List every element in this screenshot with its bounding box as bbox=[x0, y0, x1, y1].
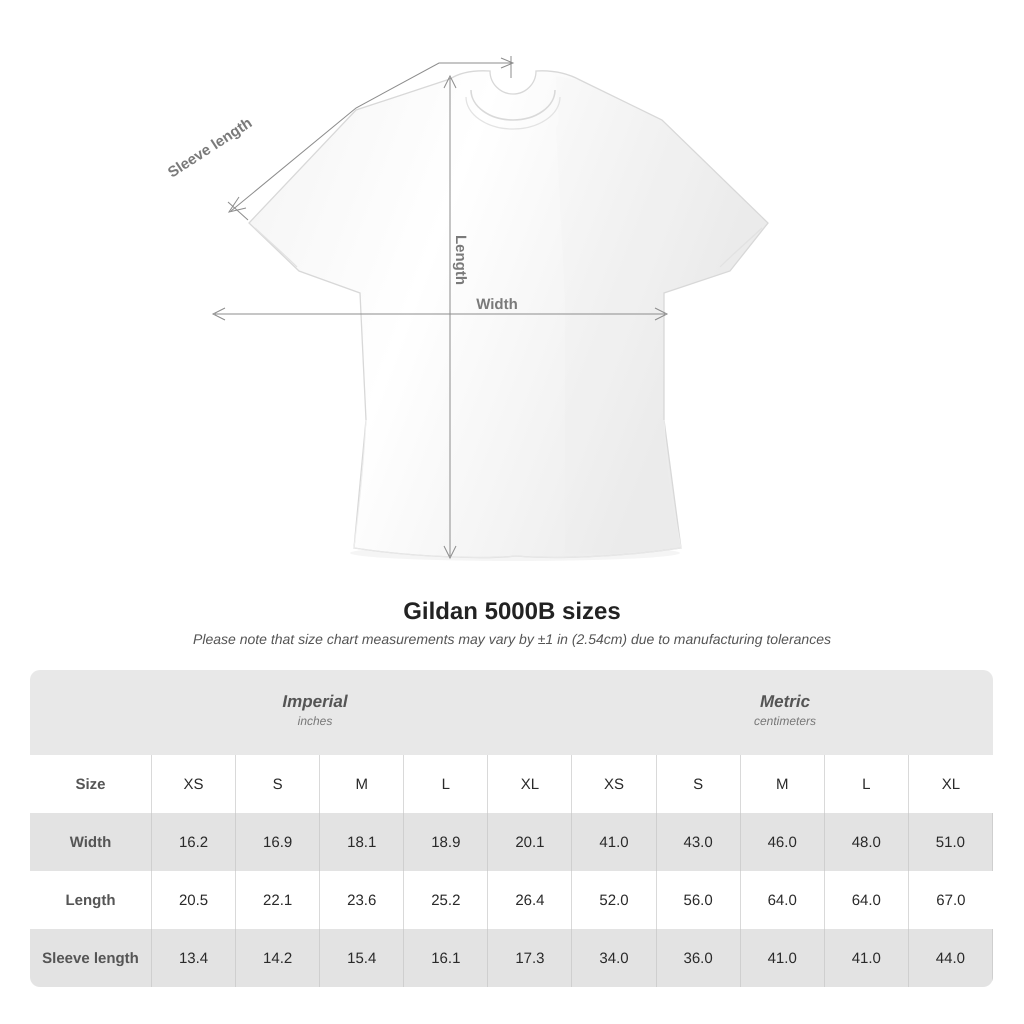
svg-text:Sleeve length: Sleeve length bbox=[165, 114, 255, 181]
svg-text:Length: Length bbox=[452, 235, 469, 285]
svg-text:Width: Width bbox=[476, 296, 518, 313]
